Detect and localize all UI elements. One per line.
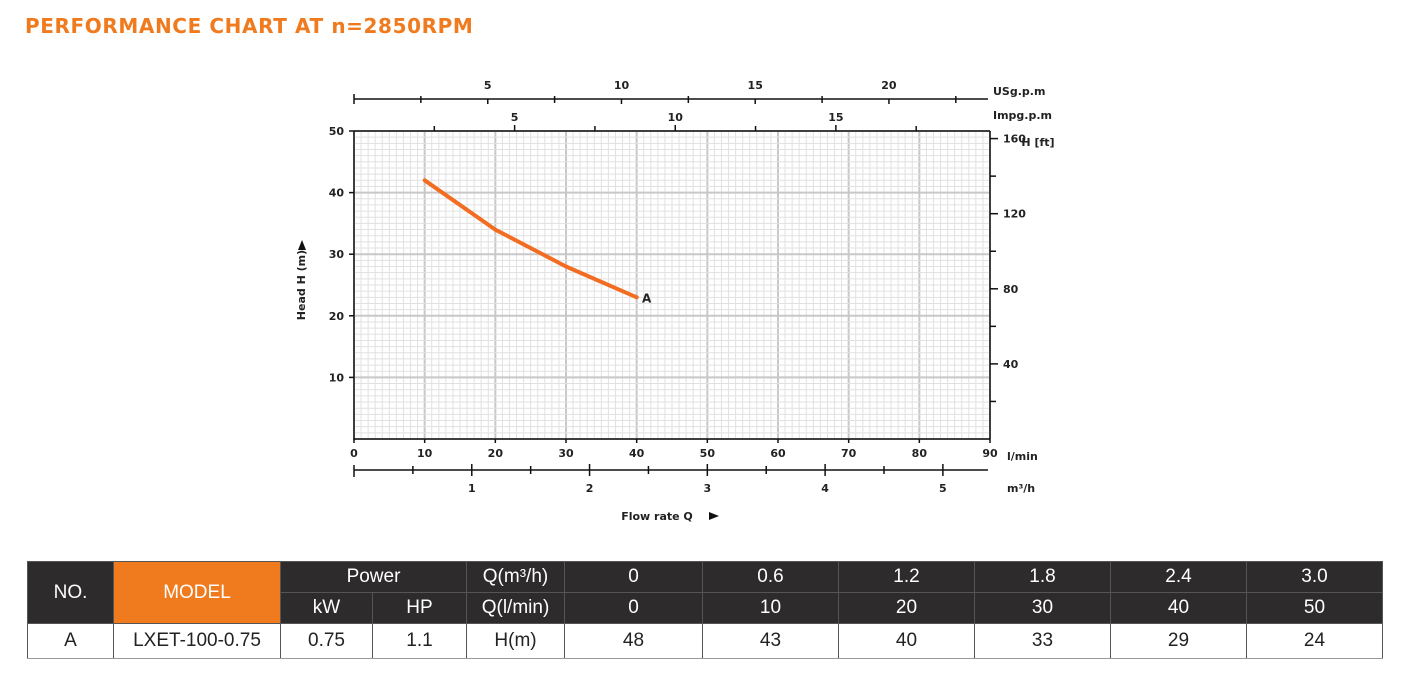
no-header: NO. <box>27 561 114 624</box>
q-lmin-cell: 20 <box>838 592 975 624</box>
row-no: A <box>27 623 114 659</box>
x-unit-label: l/min <box>1007 450 1038 463</box>
q-m3h-cell: 1.8 <box>974 561 1111 593</box>
row-h-cell: 24 <box>1246 623 1383 659</box>
x-tick-label: 80 <box>912 447 928 460</box>
q-m3h-cell: 0.6 <box>702 561 839 593</box>
performance-chart: 10 20 30 40 50 0 10 20 30 40 50 60 70 80 90 l/min 1 2 3 4 5 m… <box>295 79 1055 523</box>
m3h-tick-label: 4 <box>821 482 829 495</box>
usgpm-tick-label: 5 <box>484 79 492 92</box>
x-tick-label: 60 <box>770 447 786 460</box>
row-h-cell: 43 <box>702 623 839 659</box>
x-tick-label: 0 <box>350 447 358 460</box>
q-m3h-cell: 1.2 <box>838 561 975 593</box>
ft-unit-label: H [ft] <box>1021 136 1054 149</box>
model-header: MODEL <box>113 561 281 624</box>
y-tick-label: 50 <box>329 125 345 138</box>
page-title: PERFORMANCE CHART AT n=2850RPM <box>25 14 474 38</box>
q-lmin-cell: 10 <box>702 592 839 624</box>
row-hp: 1.1 <box>372 623 467 659</box>
usgpm-tick-label: 10 <box>614 79 630 92</box>
curve-label: A <box>642 291 652 305</box>
row-h-cell: 48 <box>564 623 703 659</box>
performance-table: NO. MODEL Power Q(m³/h) 0 0.6 1.2 1.8 2.… <box>27 561 1383 659</box>
y-tick-label: 10 <box>329 371 345 384</box>
impgpm-unit-label: Impg.p.m <box>993 109 1052 122</box>
y-tick-label: 20 <box>329 310 345 323</box>
usgpm-unit-label: USg.p.m <box>993 85 1045 98</box>
row-h-cell: 40 <box>838 623 975 659</box>
impgpm-tick-label: 10 <box>668 111 684 124</box>
ft-tick-label: 80 <box>1003 283 1019 296</box>
x-tick-label: 30 <box>558 447 574 460</box>
y-axis-arrow-icon <box>298 240 306 250</box>
x-tick-label: 50 <box>700 447 716 460</box>
q-m3h-cell: 3.0 <box>1246 561 1383 593</box>
m3h-tick-label: 3 <box>704 482 712 495</box>
q-lmin-cell: 40 <box>1110 592 1247 624</box>
m3h-tick-label: 5 <box>939 482 947 495</box>
table-row: A LXET-100-0.75 0.75 1.1 H(m) 48 43 40 3… <box>27 623 1383 659</box>
ft-tick-label: 40 <box>1003 358 1019 371</box>
q-m3h-cell: 2.4 <box>1110 561 1247 593</box>
kw-header: kW <box>280 592 373 624</box>
q-lmin-cell: 0 <box>564 592 703 624</box>
power-header: Power <box>280 561 467 593</box>
performance-curve-A <box>422 178 639 300</box>
hp-header: HP <box>372 592 467 624</box>
q-lmin-cell: 50 <box>1246 592 1383 624</box>
row-kw: 0.75 <box>280 623 373 659</box>
x-axis-title: Flow rate Q <box>621 510 693 523</box>
y-tick-label: 40 <box>329 187 345 200</box>
usgpm-tick-label: 20 <box>881 79 897 92</box>
m3h-tick-label: 1 <box>468 482 476 495</box>
q-lmin-cell: 30 <box>974 592 1111 624</box>
y-tick-label: 30 <box>329 248 345 261</box>
row-h-cell: 33 <box>974 623 1111 659</box>
ft-tick-label: 160 <box>1003 133 1026 146</box>
usgpm-tick-label: 15 <box>748 79 763 92</box>
table-header-row-1: NO. MODEL Power Q(m³/h) 0 0.6 1.2 1.8 2.… <box>27 561 1383 624</box>
x-tick-label: 90 <box>982 447 998 460</box>
impgpm-tick-label: 15 <box>828 111 843 124</box>
q-m3h-cell: 0 <box>564 561 703 593</box>
impgpm-tick-label: 5 <box>511 111 519 124</box>
q-m3h-label: Q(m³/h) <box>466 561 565 593</box>
x-tick-label: 40 <box>629 447 645 460</box>
x-tick-label: 70 <box>841 447 857 460</box>
x-axis-arrow-icon <box>709 512 719 520</box>
y-axis-title: Head H (m) <box>295 250 308 320</box>
x-tick-label: 10 <box>417 447 433 460</box>
row-model: LXET-100-0.75 <box>113 623 281 659</box>
m3h-tick-label: 2 <box>586 482 594 495</box>
ft-tick-label: 120 <box>1003 208 1026 221</box>
x-tick-label: 20 <box>488 447 504 460</box>
row-h-label: H(m) <box>466 623 565 659</box>
m3h-unit-label: m³/h <box>1007 482 1035 495</box>
row-h-cell: 29 <box>1110 623 1247 659</box>
q-lmin-label: Q(l/min) <box>466 592 565 624</box>
